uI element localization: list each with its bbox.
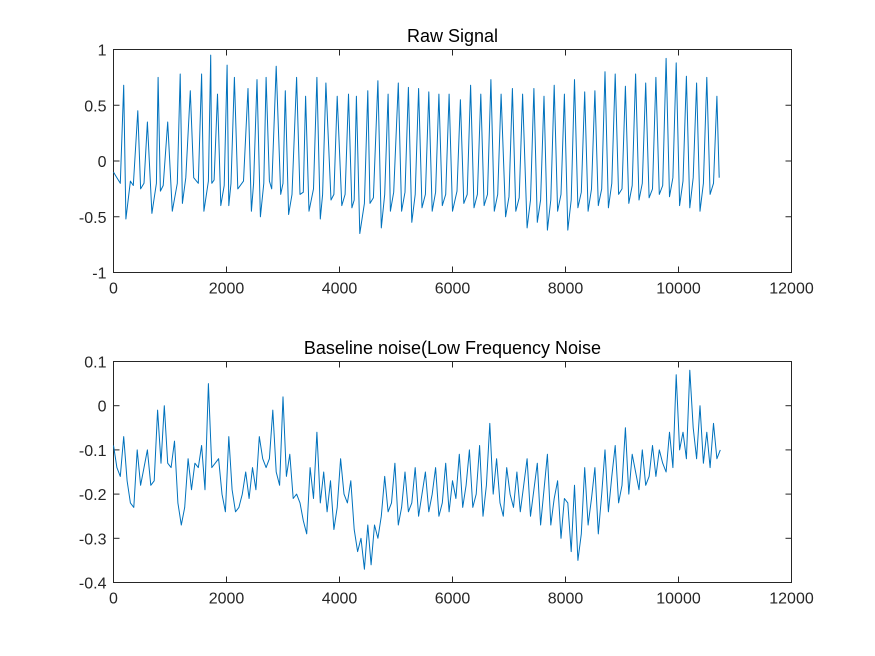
y-tick-label: 0.5 (84, 98, 106, 115)
x-tick-label: 8000 (548, 281, 584, 298)
y-tick-label: 0 (98, 154, 107, 171)
y-tick-label: -0.5 (79, 210, 107, 227)
x-tick-label: 0 (109, 591, 118, 608)
x-tick-label: 10000 (656, 591, 701, 608)
y-tick-label: 0 (98, 399, 107, 416)
x-tick-label: 2000 (209, 591, 245, 608)
x-tick-label: 6000 (435, 591, 471, 608)
y-tick-label: 1 (98, 43, 107, 60)
series-line (113, 54, 720, 234)
y-ticks: -1 -0.5 0 0.5 1 (79, 43, 792, 283)
y-tick-label: -1 (92, 266, 106, 283)
x-tick-label: 8000 (548, 591, 584, 608)
y-tick-label: -0.4 (79, 576, 107, 593)
chart-title: Baseline noise(Low Frequency Noise (304, 338, 601, 358)
x-ticks: 0 2000 4000 6000 8000 10000 12000 (109, 49, 814, 298)
x-tick-label: 6000 (435, 281, 471, 298)
y-ticks: -0.4 -0.3 -0.2 -0.1 0 0.1 (79, 355, 792, 593)
y-tick-label: -0.3 (79, 531, 107, 548)
subplot-raw-signal: Raw Signal -1 -0.5 0 0.5 1 0 2000 4000 6000 8000… (79, 26, 814, 298)
y-tick-label: -0.1 (79, 443, 107, 460)
x-tick-label: 4000 (322, 591, 358, 608)
x-tick-label: 12000 (769, 281, 814, 298)
subplot-baseline-noise: Baseline noise(Low Frequency Noise -0.4-… (79, 338, 814, 608)
x-ticks: 0 2000 4000 6000 8000 10000 12000 (109, 361, 814, 608)
x-tick-label: 12000 (769, 591, 814, 608)
chart-title: Raw Signal (407, 26, 498, 46)
x-tick-label: 0 (109, 281, 118, 298)
series-line (113, 369, 721, 570)
y-tick-label: -0.2 (79, 487, 107, 504)
y-tick-label: 0.1 (84, 355, 106, 372)
plot-area (113, 361, 792, 583)
x-tick-label: 2000 (209, 281, 245, 298)
x-tick-label: 10000 (656, 281, 701, 298)
x-tick-label: 4000 (322, 281, 358, 298)
